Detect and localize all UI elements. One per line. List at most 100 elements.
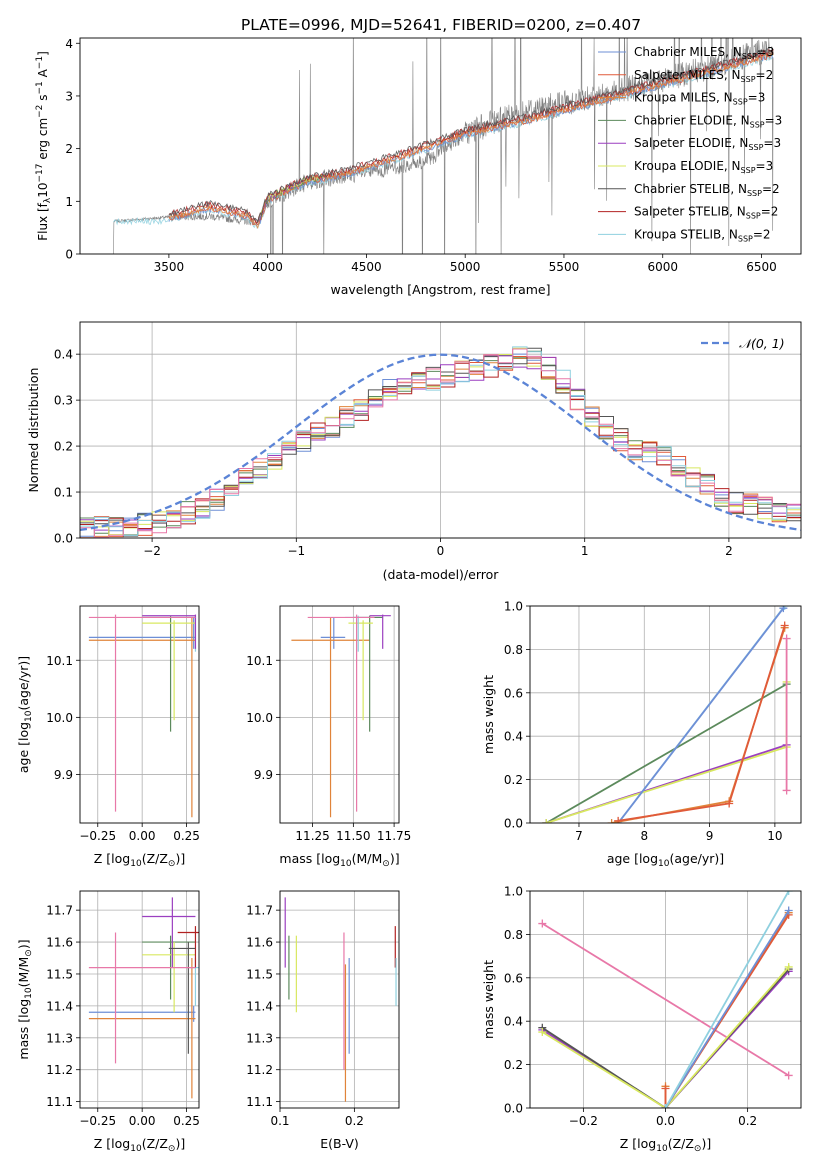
normal-curve: [80, 353, 801, 532]
x-tick-label: 7: [575, 829, 583, 843]
x-axis-label: Z [log10(Z/Z⊙)]: [94, 1136, 185, 1154]
x-axis-label: age [log10(age/yr)]: [607, 851, 724, 869]
y-tick-label: 0.3: [54, 394, 73, 408]
legend-model: Kroupa ELODIE, N: [634, 159, 741, 173]
y-tick-label: 11.1: [46, 1095, 73, 1109]
y-axis-label: mass weight: [481, 675, 496, 754]
age-vs-Z-panel: −0.25 0.00 0.259.910.010.1Z [log10(Z/Z⊙)]a…: [16, 605, 200, 869]
legend-entry: Kroupa MILES, NSSP=3: [634, 91, 765, 107]
y-tick-label: 2: [65, 142, 73, 156]
series-marker: [542, 819, 551, 823]
y-tick-label: 10.0: [46, 711, 73, 725]
y-tick-label: 0.1: [54, 486, 73, 500]
points: [291, 614, 391, 818]
points: [284, 897, 397, 1102]
y-tick-label: 1.0: [504, 885, 523, 899]
legend-entry: Chabrier STELIB, NSSP=2: [634, 182, 780, 198]
axes-frame: [79, 37, 802, 255]
legend: 𝒩(0, 1): [701, 336, 785, 351]
legend-entry: 𝒩(0, 1): [739, 336, 785, 351]
x-tick-label: 3500: [154, 260, 185, 274]
legend-n: =2: [756, 68, 774, 82]
label-part: mass [log: [279, 851, 340, 866]
x-tick-label: 5500: [549, 260, 580, 274]
axes-frame: [529, 890, 802, 1109]
label-part: 10: [656, 1144, 668, 1154]
legend-n: =3: [757, 45, 775, 59]
label-part: erg cm: [36, 118, 50, 164]
x-tick-label: 0.25: [173, 1114, 200, 1128]
x-axis-label: (data-model)/error: [383, 567, 500, 582]
label-part: Z [log: [94, 851, 130, 866]
y-tick-label: 11.2: [46, 1063, 73, 1077]
series-marker: [784, 891, 793, 895]
legend-model: Kroupa STELIB, N: [634, 227, 738, 241]
y-tick-label: 1: [65, 195, 73, 209]
label-part: −17: [35, 164, 45, 183]
legend-n: =3: [763, 136, 781, 150]
x-axis-label: wavelength [Angstrom, rest frame]: [330, 282, 550, 297]
legend-n: =3: [765, 113, 783, 127]
series: [542, 606, 791, 823]
label-part: )]: [390, 851, 400, 866]
y-tick-label: 11.7: [246, 904, 273, 918]
y-tick-label: 0: [65, 248, 73, 262]
y-tick-label: 0.0: [54, 532, 73, 546]
label-part: age [log: [607, 851, 658, 866]
y-tick-label: 11.3: [46, 1031, 73, 1045]
label-part: (Z/Z: [668, 1136, 694, 1151]
x-tick-label: 0.00: [129, 1114, 156, 1128]
y-tick-label: 11.5: [46, 967, 73, 981]
x-tick-label: 0.2: [345, 1114, 364, 1128]
y-tick-label: 9.9: [254, 768, 273, 782]
x-tick-label: 0.1: [270, 1114, 289, 1128]
figure-title: PLATE=0996, MJD=52641, FIBERID=0200, z=0…: [241, 16, 641, 34]
series-line: [664, 891, 790, 1108]
y-tick-label: 0.4: [504, 730, 523, 744]
x-tick-label: 0.0: [656, 1114, 675, 1128]
legend-model: Salpeter ELODIE, N: [634, 136, 748, 150]
y-tick-label: 11.4: [46, 999, 73, 1013]
x-tick-label: 11.50: [336, 829, 370, 843]
legend-entry: Salpeter ELODIE, NSSP=3: [634, 136, 781, 152]
series-line: [541, 922, 790, 1077]
legend-n: =2: [761, 205, 779, 219]
legend-sub: SSP: [741, 166, 756, 175]
x-axis-label: Z [log10(Z/Z⊙)]: [94, 851, 185, 869]
model-spectrum: [259, 172, 327, 222]
series-marker: [784, 1071, 793, 1080]
label-part: −2: [35, 105, 45, 118]
y-tick-label: 11.5: [246, 967, 273, 981]
legend-n: =2: [753, 227, 771, 241]
label-part: (M/M: [352, 851, 383, 866]
spectrum-panel: 3500 4000 4500 5000 5500 6000 6500 0 1 2 3 4 wavelen…: [35, 37, 802, 297]
y-tick-label: 0.2: [54, 440, 73, 454]
x-tick-label: −1: [287, 544, 305, 558]
axes-frame: [529, 605, 802, 824]
label-part: (Z/Z: [142, 1136, 168, 1151]
label-part: −1: [35, 56, 45, 69]
residuals-panel: −2 −1 0 1 2 0.0 0.1 0.2 0.3 0.4 (data-model)/error…: [26, 321, 802, 582]
age-vs-mass-panel: 11.25 11.50 11.75 9.9 10.0 10.1 mass [log10(M/…: [246, 605, 411, 869]
y-axis-label: age [log10(age/yr)]: [16, 656, 34, 773]
y-tick-label: 10.0: [246, 711, 273, 725]
x-axis-label: E(B-V): [320, 1136, 359, 1151]
y-tick-label: 0.0: [504, 1102, 523, 1116]
legend-n: =3: [756, 159, 774, 173]
label-part: λ: [43, 197, 53, 203]
legend-sub: SSP: [746, 212, 761, 221]
series-marker: [614, 816, 623, 823]
y-tick-label: 0.2: [504, 773, 523, 787]
spectrum-lines: [80, 38, 774, 254]
legend-sub: SSP: [733, 98, 748, 107]
legend-entry: Kroupa ELODIE, NSSP=3: [634, 159, 773, 175]
legend-sub: SSP: [747, 189, 762, 198]
series-marker: [538, 1028, 547, 1037]
series-marker: [725, 799, 734, 808]
legend-sub: SSP: [738, 234, 753, 243]
series-marker: [780, 621, 789, 630]
label-part: ⊙: [168, 1144, 176, 1154]
label-part: Z [log: [94, 1136, 130, 1151]
